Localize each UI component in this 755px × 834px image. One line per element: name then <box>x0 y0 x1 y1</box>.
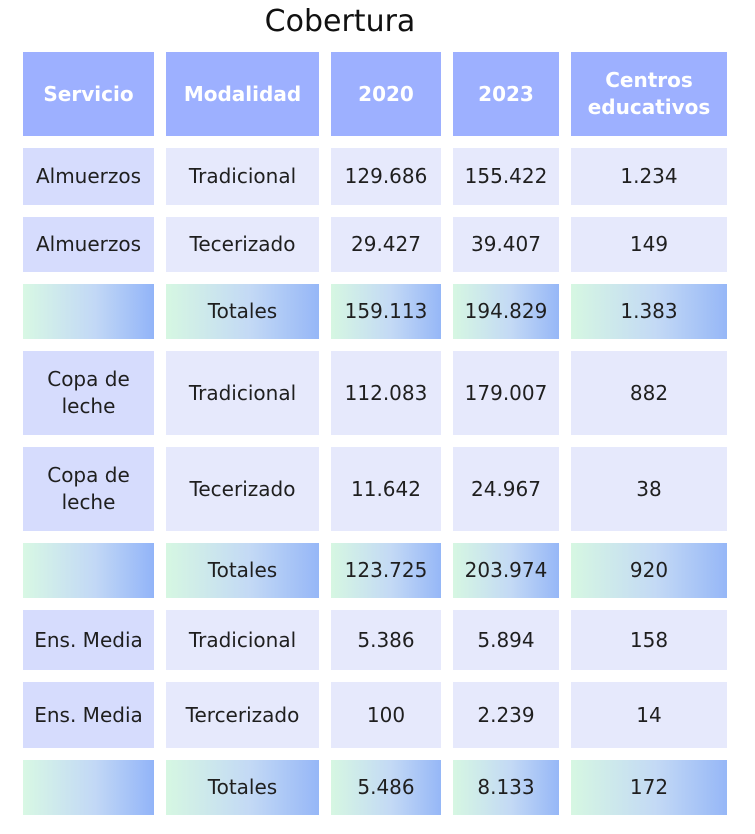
table-cell-centros: 1.234 <box>571 148 727 205</box>
table-cell-servicio: Copa de leche <box>23 351 154 435</box>
header-2023: 2023 <box>453 52 559 136</box>
table-cell-centros: 149 <box>571 217 727 272</box>
table-cell-modalidad: Tradicional <box>166 351 319 435</box>
header-servicio: Servicio <box>23 52 154 136</box>
table-cell-2023-total: 194.829 <box>453 284 559 339</box>
table-cell-modalidad: Tradicional <box>166 610 319 670</box>
table-cell-servicio: Ens. Media <box>23 682 154 748</box>
table-cell-servicio: Ens. Media <box>23 610 154 670</box>
table-cell-2023: 39.407 <box>453 217 559 272</box>
table-cell-2023-total: 8.133 <box>453 760 559 815</box>
table-cell-totals-blank <box>23 543 154 598</box>
table-title: Cobertura <box>264 4 416 39</box>
table-cell-2023: 155.422 <box>453 148 559 205</box>
table-cell-centros: 882 <box>571 351 727 435</box>
table-cell-2020: 29.427 <box>331 217 441 272</box>
table-cell-2023: 179.007 <box>453 351 559 435</box>
table-cell-centros-total: 1.383 <box>571 284 727 339</box>
table-cell-2020: 5.386 <box>331 610 441 670</box>
table-cell-servicio: Almuerzos <box>23 148 154 205</box>
table-cell-centros: 38 <box>571 447 727 531</box>
table-cell-totals-label: Totales <box>166 760 319 815</box>
table-cell-2023: 2.239 <box>453 682 559 748</box>
table-cell-modalidad: Tradicional <box>166 148 319 205</box>
table-cell-modalidad: Tecerizado <box>166 217 319 272</box>
table-cell-centros-total: 920 <box>571 543 727 598</box>
table-cell-2023: 5.894 <box>453 610 559 670</box>
table-cell-totals-blank <box>23 760 154 815</box>
table-cell-2020-total: 5.486 <box>331 760 441 815</box>
table-cell-centros: 158 <box>571 610 727 670</box>
table-cell-totals-blank <box>23 284 154 339</box>
header-2020: 2020 <box>331 52 441 136</box>
table-cell-2020: 11.642 <box>331 447 441 531</box>
header-modalidad: Modalidad <box>166 52 319 136</box>
header-centros-educativos: Centros educativos <box>571 52 727 136</box>
table-cell-totals-label: Totales <box>166 284 319 339</box>
table-cell-2023: 24.967 <box>453 447 559 531</box>
table-cell-centros-total: 172 <box>571 760 727 815</box>
table-cell-2020: 112.083 <box>331 351 441 435</box>
table-cell-servicio: Almuerzos <box>23 217 154 272</box>
table-cell-2023-total: 203.974 <box>453 543 559 598</box>
table-cell-centros: 14 <box>571 682 727 748</box>
table-cell-modalidad: Tecerizado <box>166 447 319 531</box>
table-cell-2020-total: 123.725 <box>331 543 441 598</box>
table-cell-2020: 100 <box>331 682 441 748</box>
table-cell-totals-label: Totales <box>166 543 319 598</box>
table-cell-2020-total: 159.113 <box>331 284 441 339</box>
table-cell-servicio: Copa de leche <box>23 447 154 531</box>
table-cell-modalidad: Tercerizado <box>166 682 319 748</box>
table-cell-2020: 129.686 <box>331 148 441 205</box>
